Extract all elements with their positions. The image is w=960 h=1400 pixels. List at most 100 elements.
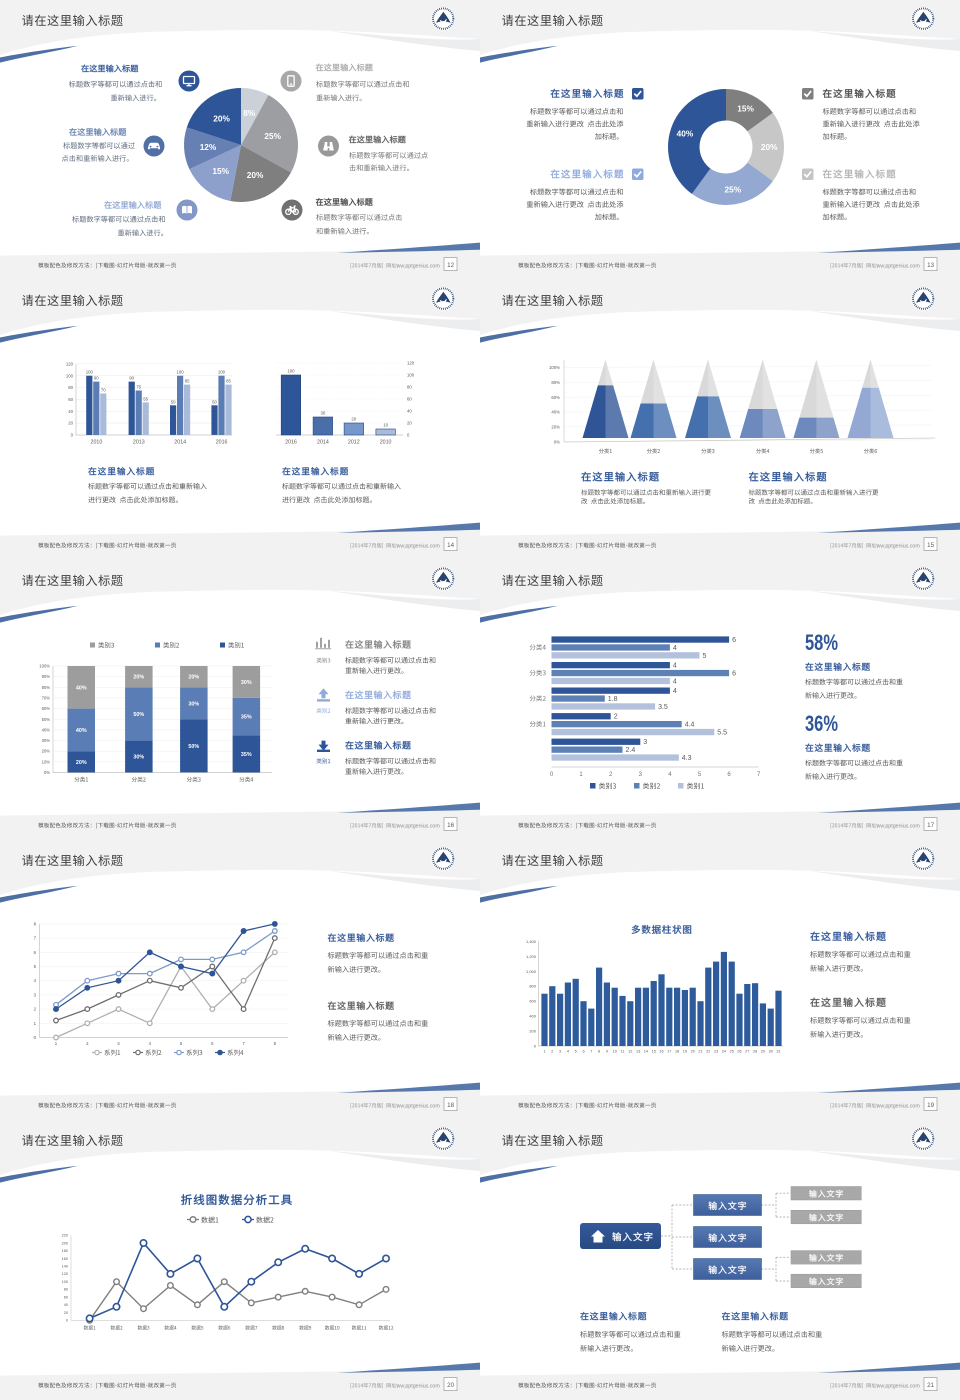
svg-text:2: 2: [34, 1007, 37, 1012]
svg-text:4: 4: [34, 978, 37, 983]
svg-text:20: 20: [407, 421, 412, 426]
svg-text:28: 28: [753, 1050, 757, 1054]
svg-text:2: 2: [609, 772, 613, 778]
svg-text:ww.pptgenius.com: ww.pptgenius.com: [877, 1383, 921, 1389]
svg-text:2: 2: [614, 714, 618, 721]
svg-text:1: 1: [55, 1041, 58, 1046]
svg-text:600: 600: [529, 999, 536, 1004]
svg-text:80%: 80%: [42, 685, 51, 690]
svg-text:22: 22: [706, 1050, 710, 1054]
svg-text:3: 3: [559, 1050, 561, 1054]
svg-text:30: 30: [769, 1050, 773, 1054]
svg-text:55: 55: [143, 396, 148, 401]
svg-text:21: 21: [698, 1050, 702, 1054]
svg-text:2: 2: [551, 1050, 553, 1054]
svg-text:2014: 2014: [174, 440, 186, 446]
svg-text:24: 24: [722, 1050, 726, 1054]
svg-text:12: 12: [447, 262, 454, 269]
svg-text:2016: 2016: [216, 440, 228, 446]
svg-text:60: 60: [64, 1295, 68, 1299]
svg-text:20%: 20%: [76, 760, 87, 766]
svg-text:20%: 20%: [188, 675, 199, 681]
svg-text:ww.pptgenius.com: ww.pptgenius.com: [397, 1103, 441, 1109]
svg-text:10: 10: [383, 423, 388, 428]
svg-text:3: 3: [643, 739, 647, 746]
svg-text:60: 60: [68, 397, 73, 402]
svg-text:8%: 8%: [243, 108, 256, 118]
svg-text:2012: 2012: [348, 440, 360, 446]
svg-text:2.4: 2.4: [626, 747, 636, 754]
svg-text:0: 0: [407, 433, 410, 438]
svg-text:19: 19: [927, 1102, 934, 1109]
svg-text:15: 15: [927, 542, 934, 549]
svg-text:1: 1: [34, 1021, 37, 1026]
svg-text:8: 8: [34, 921, 37, 926]
svg-text:26: 26: [737, 1050, 741, 1054]
svg-text:80%: 80%: [551, 380, 560, 385]
svg-text:100: 100: [86, 370, 94, 375]
svg-text:ww.pptgenius.com: ww.pptgenius.com: [397, 1383, 441, 1389]
svg-text:2013: 2013: [133, 440, 145, 446]
svg-text:1: 1: [543, 1050, 545, 1054]
svg-text:5: 5: [698, 772, 702, 778]
svg-text:20%: 20%: [42, 749, 51, 754]
svg-text:20%: 20%: [247, 170, 264, 180]
svg-text:50%: 50%: [188, 744, 199, 750]
svg-text:4: 4: [668, 772, 672, 778]
svg-text:20%: 20%: [133, 675, 144, 681]
svg-text:4: 4: [567, 1050, 569, 1054]
svg-text:1: 1: [579, 772, 583, 778]
svg-text:ww.pptgenius.com: ww.pptgenius.com: [877, 1103, 921, 1109]
svg-text:ww.pptgenius.com: ww.pptgenius.com: [397, 263, 441, 269]
svg-text:40%: 40%: [42, 727, 51, 732]
svg-text:100: 100: [287, 369, 295, 374]
svg-text:80: 80: [64, 1288, 68, 1292]
svg-text:100%: 100%: [39, 664, 50, 669]
svg-text:6: 6: [34, 950, 37, 955]
svg-text:4: 4: [673, 688, 677, 695]
svg-text:4: 4: [149, 1041, 152, 1046]
svg-text:30%: 30%: [241, 680, 252, 686]
svg-text:80: 80: [407, 385, 412, 390]
svg-text:90: 90: [129, 376, 134, 381]
svg-text:20: 20: [64, 1311, 68, 1315]
svg-text:7: 7: [242, 1041, 245, 1046]
svg-text:14: 14: [644, 1050, 648, 1054]
svg-text:75: 75: [136, 385, 141, 390]
svg-text:2014: 2014: [317, 440, 329, 446]
svg-text:15: 15: [652, 1050, 656, 1054]
svg-text:800: 800: [529, 984, 536, 989]
svg-text:25: 25: [730, 1050, 734, 1054]
svg-text:0: 0: [550, 772, 554, 778]
svg-text:7: 7: [34, 936, 37, 941]
svg-text:27: 27: [745, 1050, 749, 1054]
svg-text:30%: 30%: [42, 738, 51, 743]
svg-text:2010: 2010: [91, 440, 103, 446]
svg-text:70: 70: [101, 388, 106, 393]
svg-text:50%: 50%: [42, 717, 51, 722]
svg-text:4.3: 4.3: [682, 755, 692, 762]
svg-text:100: 100: [218, 370, 226, 375]
svg-text:17: 17: [667, 1050, 671, 1054]
svg-text:14: 14: [447, 542, 454, 549]
svg-text:40%: 40%: [76, 728, 87, 734]
svg-text:10: 10: [613, 1050, 617, 1054]
svg-text:5: 5: [34, 964, 37, 969]
svg-text:3.5: 3.5: [658, 704, 668, 711]
svg-text:1,000: 1,000: [526, 969, 537, 974]
svg-text:30%: 30%: [188, 701, 199, 707]
svg-text:18: 18: [675, 1050, 679, 1054]
svg-text:25%: 25%: [724, 185, 741, 195]
svg-text:7: 7: [590, 1050, 592, 1054]
svg-text:120: 120: [66, 361, 74, 366]
svg-text:50%: 50%: [133, 712, 144, 718]
svg-text:7: 7: [757, 772, 761, 778]
svg-text:180: 180: [62, 1249, 68, 1253]
svg-text:6: 6: [727, 772, 731, 778]
svg-text:12%: 12%: [200, 142, 217, 152]
svg-text:ww.pptgenius.com: ww.pptgenius.com: [877, 263, 921, 269]
svg-text:120: 120: [62, 1272, 68, 1276]
svg-text:21: 21: [927, 1382, 934, 1389]
svg-text:30%: 30%: [133, 755, 144, 761]
svg-text:1,400: 1,400: [526, 939, 537, 944]
